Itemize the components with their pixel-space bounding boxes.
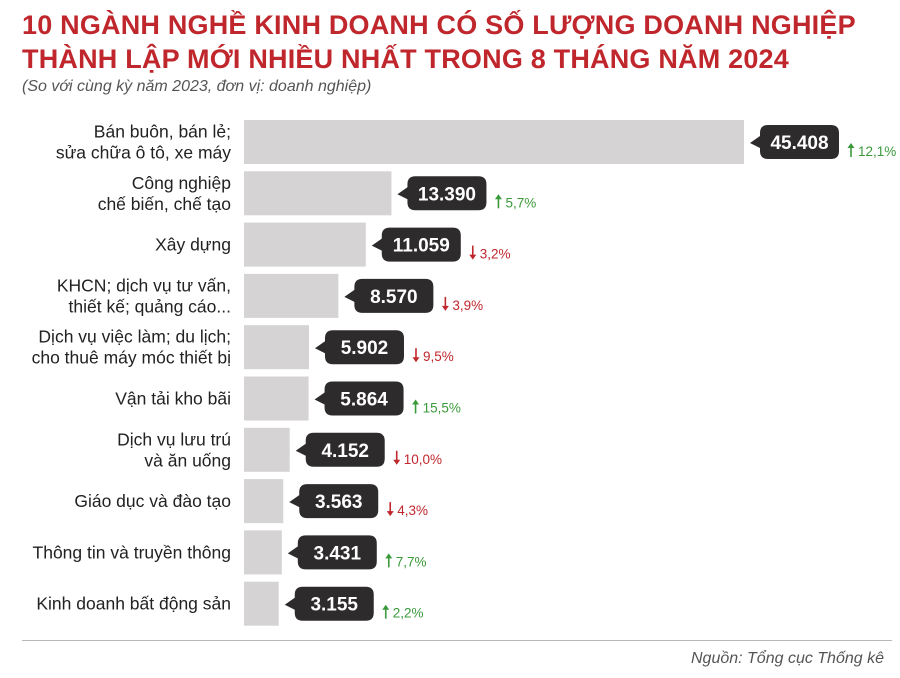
value-label-4: 8.570 [370,287,418,308]
footer-divider [22,640,892,641]
arrow-down-icon [412,348,420,363]
category-label-10: Kinh doanh bất động sản [36,594,231,614]
category-label-8: Giáo dục và đào tạo [74,491,231,511]
change-label-10: 2,2% [393,606,424,621]
value-label-6: 5.864 [340,390,388,411]
value-label-2: 13.390 [418,184,476,205]
chart-title-line-1: 10 NGÀNH NGHỀ KINH DOANH CÓ SỐ LƯỢNG DOA… [22,10,856,40]
bar-2 [244,171,392,216]
arrow-down-icon [393,450,401,465]
category-label-6: Vận tải kho bãi [115,389,231,409]
bar-9 [244,530,282,575]
value-bubble-3 [371,227,461,262]
change-label-4: 3,9% [452,298,483,313]
bar-8 [244,479,284,524]
arrow-up-icon [385,553,393,568]
arrow-up-icon [494,194,502,209]
change-label-8: 4,3% [397,503,428,518]
bar-6 [244,376,309,421]
value-bubble-10 [284,586,374,621]
value-bubble-4 [344,278,434,313]
value-label-3: 11.059 [393,236,450,257]
change-label-9: 7,7% [396,554,427,569]
value-bubble-5 [314,330,404,365]
category-label-7: Dịch vụ lưu trú và ăn uống [117,429,231,470]
change-label-7: 10,0% [404,452,442,467]
change-label-1: 12,1% [858,144,896,159]
value-label-1: 45.408 [770,133,828,154]
chart-title: 10 NGÀNH NGHỀ KINH DOANH CÓ SỐ LƯỢNG DOA… [22,8,882,76]
bar-10 [244,581,279,626]
bar-7 [244,427,290,472]
change-label-3: 3,2% [480,247,511,262]
change-label-6: 15,5% [423,401,461,416]
bar-4 [244,273,339,318]
chart-subtitle: (So với cùng kỳ năm 2023, đơn vị: doanh … [22,78,372,95]
chart-title-line-2: THÀNH LẬP MỚI NHIỀU NHẤT TRONG 8 THÁNG N… [22,44,789,74]
category-label-9: Thông tin và truyền thông [33,542,231,562]
value-label-10: 3.155 [310,595,358,616]
bar-3 [244,222,366,267]
value-bubble-2 [397,176,487,211]
category-label-5: Dịch vụ việc làm; du lịch; cho thuê máy m… [32,327,231,368]
category-label-3: Xây dựng [155,235,231,255]
value-label-9: 3.431 [314,543,362,564]
category-label-2: Công nghiệp chế biến, chế tạo [98,173,231,214]
change-label-2: 5,7% [505,195,536,210]
category-label-4: KHCN; dịch vụ tư vấn, thiết kế; quảng cáo… [57,275,231,316]
arrow-down-icon [386,502,394,517]
arrow-down-icon [441,296,449,311]
value-bubble-7 [295,432,385,467]
arrow-up-icon [847,143,855,157]
arrow-up-icon [412,399,420,414]
change-label-5: 9,5% [423,349,454,364]
source-note: Nguồn: Tổng cục Thống kê [690,650,884,667]
value-label-8: 3.563 [315,492,363,513]
bar-5 [244,325,309,370]
bar-1 [244,120,744,164]
value-label-5: 5.902 [341,338,389,359]
value-bubble-9 [287,535,377,570]
arrow-down-icon [469,245,477,260]
value-bubble-8 [289,484,379,519]
value-bubble-1 [750,125,839,159]
category-label-1: Bán buôn, bán lẻ; sửa chữa ô tô, xe máy [56,122,231,163]
value-label-7: 4.152 [321,441,369,462]
value-bubble-6 [314,381,404,416]
arrow-up-icon [382,604,390,619]
